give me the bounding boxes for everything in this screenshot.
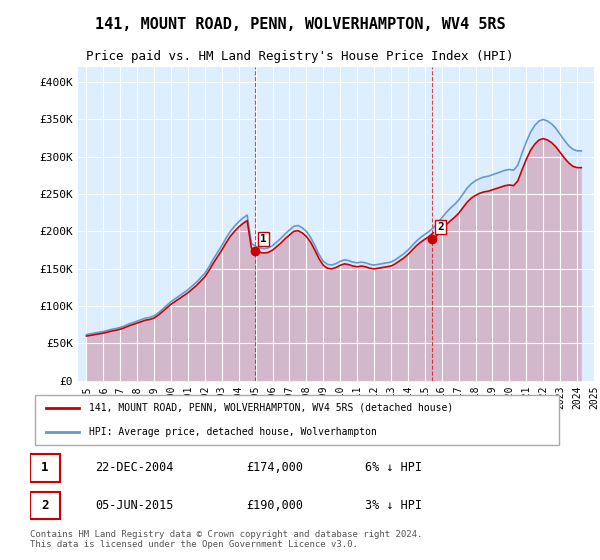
Text: 1: 1 xyxy=(41,461,49,474)
Text: 141, MOUNT ROAD, PENN, WOLVERHAMPTON, WV4 5RS: 141, MOUNT ROAD, PENN, WOLVERHAMPTON, WV… xyxy=(95,17,505,32)
Text: 22-DEC-2004: 22-DEC-2004 xyxy=(95,461,173,474)
FancyBboxPatch shape xyxy=(35,395,559,445)
Text: 2: 2 xyxy=(437,222,444,232)
Text: 2: 2 xyxy=(41,499,49,512)
Text: £190,000: £190,000 xyxy=(246,499,303,512)
Text: Price paid vs. HM Land Registry's House Price Index (HPI): Price paid vs. HM Land Registry's House … xyxy=(86,50,514,63)
FancyBboxPatch shape xyxy=(30,492,60,519)
Text: 6% ↓ HPI: 6% ↓ HPI xyxy=(365,461,422,474)
Text: Contains HM Land Registry data © Crown copyright and database right 2024.
This d: Contains HM Land Registry data © Crown c… xyxy=(30,530,422,549)
Text: 1: 1 xyxy=(260,234,267,244)
Text: £174,000: £174,000 xyxy=(246,461,303,474)
Text: 05-JUN-2015: 05-JUN-2015 xyxy=(95,499,173,512)
Text: 141, MOUNT ROAD, PENN, WOLVERHAMPTON, WV4 5RS (detached house): 141, MOUNT ROAD, PENN, WOLVERHAMPTON, WV… xyxy=(89,403,454,413)
Text: 3% ↓ HPI: 3% ↓ HPI xyxy=(365,499,422,512)
Text: HPI: Average price, detached house, Wolverhampton: HPI: Average price, detached house, Wolv… xyxy=(89,427,377,437)
FancyBboxPatch shape xyxy=(30,454,60,482)
